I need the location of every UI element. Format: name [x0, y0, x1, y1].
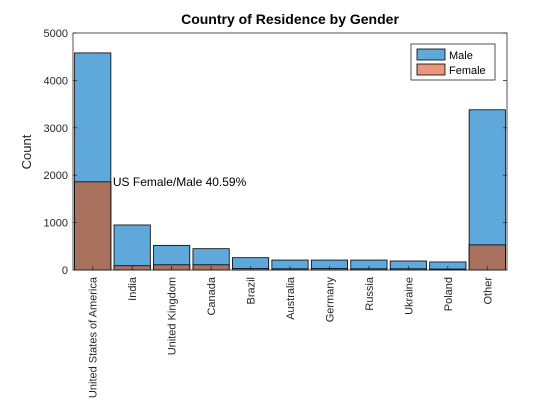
x-tick-label-1: India — [127, 276, 139, 301]
x-tick-label-10: Other — [482, 277, 494, 305]
x-tick-label-9: Poland — [443, 277, 455, 311]
y-tick-label-4: 4000 — [44, 75, 68, 87]
y-tick-label-1: 1000 — [44, 218, 68, 230]
chart-title: Country of Residence by Gender — [181, 11, 399, 27]
bars-group — [74, 52, 506, 271]
bar-female-0 — [74, 181, 112, 271]
x-tick-label-7: Russia — [364, 276, 376, 311]
x-tick-label-3: Canada — [206, 276, 218, 315]
x-tick-label-4: Brazil — [246, 277, 258, 305]
x-tick-label-0: United States of America — [88, 276, 100, 398]
legend-swatch-0 — [416, 48, 446, 61]
annotation-0: US Female/Male 40.59% — [113, 175, 247, 189]
y-tick-label-3: 3000 — [44, 123, 68, 135]
x-tick-label-5: Australia — [285, 276, 297, 320]
bar-male-10 — [468, 109, 506, 271]
y-tick-label-2: 2000 — [44, 170, 68, 182]
x-tick-label-8: Ukraine — [403, 277, 415, 315]
x-ticks-group: United States of America India United King… — [88, 266, 494, 398]
legend: Male Female — [410, 43, 496, 81]
x-tick-label-6: Germany — [324, 277, 336, 323]
y-tick-label-0: 0 — [62, 265, 68, 277]
legend-swatch-1 — [416, 63, 446, 76]
annotations-group: US Female/Male 40.59% — [113, 175, 247, 189]
y-axis-label: Count — [19, 134, 34, 169]
legend-label-1: Female — [449, 65, 486, 77]
bar-male-1 — [113, 224, 151, 271]
x-tick-label-2: United Kingdom — [167, 277, 179, 355]
y-ticks-group: 0 1000 2000 3000 4000 5000 — [44, 28, 507, 277]
y-tick-label-5: 5000 — [44, 28, 68, 40]
legend-label-0: Male — [449, 50, 473, 62]
